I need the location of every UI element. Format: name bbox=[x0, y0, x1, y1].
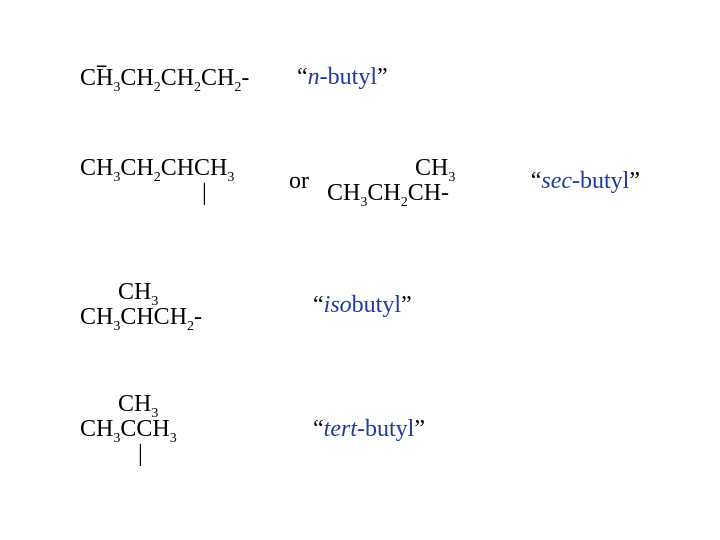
formula-text: CH3CCH3 bbox=[80, 417, 177, 442]
row-sec-butyl: CH3CH2CHCH3 | or CH3 CH3CH2CH- “sec-buty… bbox=[80, 156, 640, 206]
label-suffix: -butyl bbox=[320, 64, 377, 90]
quote-close: ” bbox=[401, 292, 412, 318]
bond-pipe: | bbox=[80, 442, 177, 467]
label-suffix: butyl bbox=[352, 292, 401, 318]
or-text: or bbox=[289, 168, 327, 195]
label-isobutyl: “isobutyl” bbox=[313, 292, 412, 319]
label-prefix: iso bbox=[324, 292, 352, 318]
formula-top: CH3 bbox=[80, 280, 202, 305]
page: -- CH3CH2CH2CH2- “n-butyl” CH3CH2CHCH3 |… bbox=[0, 0, 720, 540]
alt-bottom: CH3CH2CH- bbox=[327, 181, 455, 206]
row-tert-butyl: CH3 CH3CCH3 | “tert-butyl” bbox=[80, 392, 640, 468]
formula-text: CH3CHCH2- bbox=[80, 305, 202, 330]
quote-close: ” bbox=[629, 168, 640, 194]
quote-open: “ bbox=[313, 292, 324, 318]
quote-open: “ bbox=[531, 168, 542, 194]
formula-sec-butyl-alt: CH3 CH3CH2CH- bbox=[327, 156, 455, 206]
label-prefix: n bbox=[308, 64, 320, 90]
formula-text: CH3CH2CH2CH2- bbox=[80, 65, 249, 91]
label-sec-butyl: “sec-butyl” bbox=[531, 168, 640, 195]
row-n-butyl: CH3CH2CH2CH2- “n-butyl” bbox=[80, 64, 640, 91]
label-prefix: tert bbox=[324, 416, 357, 442]
label-prefix: sec bbox=[541, 168, 572, 194]
label-n-butyl: “n-butyl” bbox=[297, 64, 388, 91]
quote-close: ” bbox=[414, 416, 425, 442]
formula-isobutyl: CH3 CH3CHCH2- bbox=[80, 280, 285, 330]
quote-close: ” bbox=[377, 64, 388, 90]
formula-n-butyl: CH3CH2CH2CH2- bbox=[80, 66, 285, 90]
quote-open: “ bbox=[297, 64, 308, 90]
formula-text: CH3CH2CHCH3 bbox=[80, 156, 234, 181]
bond-pipe: | bbox=[80, 181, 234, 206]
alt-top: CH3 bbox=[327, 156, 455, 181]
row-isobutyl: CH3 CH3CHCH2- “isobutyl” bbox=[80, 280, 640, 330]
formula-top: CH3 bbox=[80, 392, 177, 417]
formula-tert-butyl: CH3 CH3CCH3 | bbox=[80, 392, 285, 468]
label-tert-butyl: “tert-butyl” bbox=[313, 416, 425, 443]
label-suffix: -butyl bbox=[572, 168, 629, 194]
formula-sec-butyl-left: CH3CH2CHCH3 | bbox=[80, 156, 285, 206]
label-suffix: -butyl bbox=[357, 416, 414, 442]
quote-open: “ bbox=[313, 416, 324, 442]
